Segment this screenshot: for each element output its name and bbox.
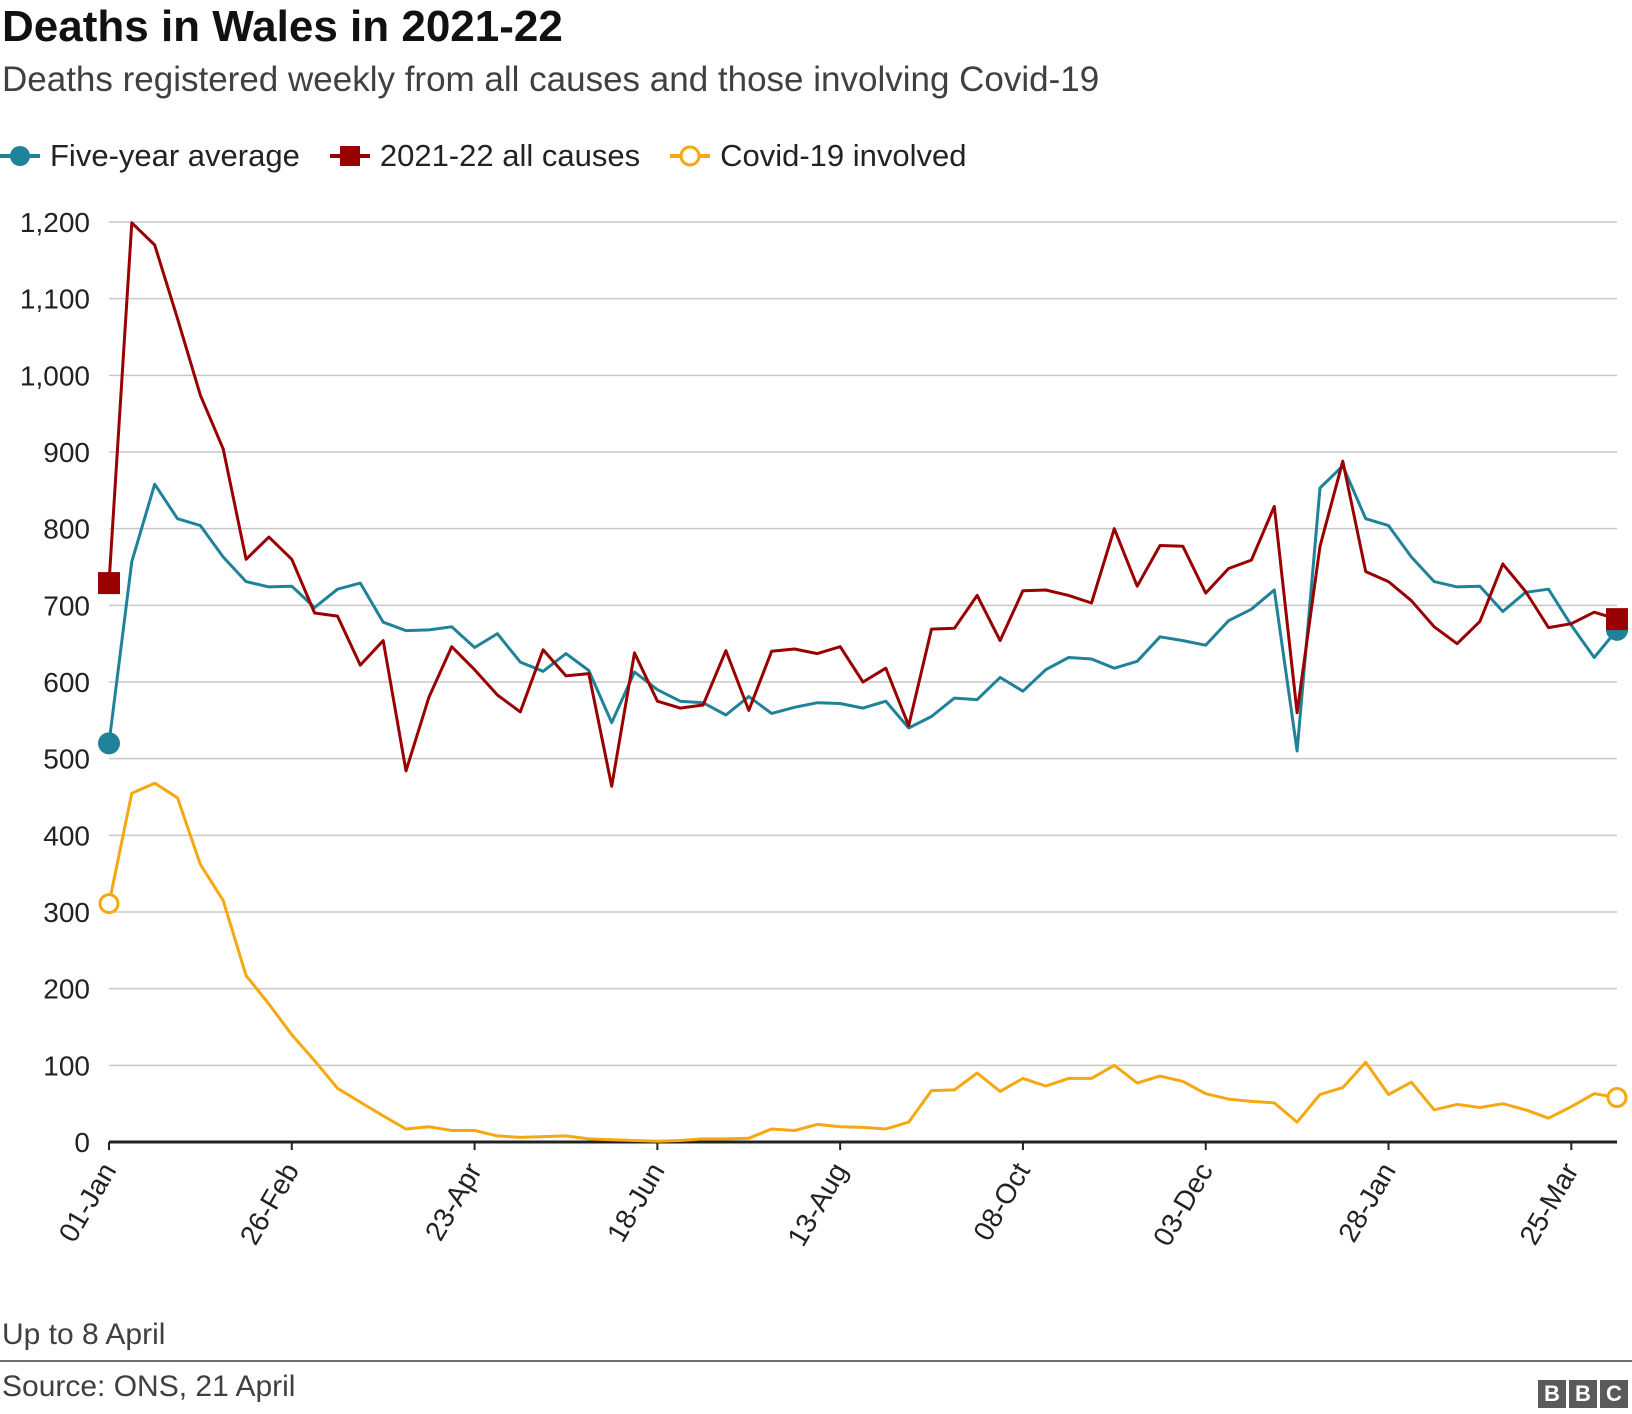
y-tick-label: 500 — [43, 744, 90, 775]
y-tick-label: 100 — [43, 1050, 90, 1081]
y-tick-label: 800 — [43, 514, 90, 545]
data-point-covid-involved — [1606, 1087, 1628, 1109]
x-tick-label: 18-Jun — [601, 1158, 671, 1248]
y-tick-label: 1,000 — [20, 360, 90, 391]
y-tick-label: 300 — [43, 897, 90, 928]
legend-item-covid-involved: Covid-19 involved — [670, 138, 967, 174]
open-circle-marker-icon — [670, 145, 711, 167]
data-point-all-causes — [98, 572, 120, 595]
x-tick-label: 25-Mar — [1513, 1158, 1584, 1250]
x-tick-label: 26-Feb — [234, 1158, 305, 1250]
y-tick-label: 700 — [43, 590, 90, 621]
bbc-logo-block: B — [1569, 1380, 1597, 1408]
x-tick-label: 01-Jan — [53, 1158, 123, 1248]
legend-item-five-year-average: Five-year average — [0, 138, 300, 174]
x-tick-label: 03-Dec — [1147, 1158, 1219, 1252]
data-point-five-year-average — [98, 732, 120, 755]
bbc-logo-block: C — [1600, 1380, 1628, 1408]
legend-label-covid-involved: Covid-19 involved — [720, 138, 967, 173]
square-marker-icon — [329, 146, 370, 166]
y-tick-label: 900 — [43, 437, 90, 468]
y-tick-label: 400 — [43, 820, 90, 851]
series-line-covid-involved — [107, 781, 1618, 1143]
y-tick-label: 200 — [43, 974, 90, 1005]
chart-subtitle: Deaths registered weekly from all causes… — [2, 60, 1100, 99]
y-tick-label: 1,200 — [20, 207, 90, 238]
legend-label-all-causes: 2021-22 all causes — [379, 138, 641, 173]
footnote: Up to 8 April — [2, 1318, 166, 1351]
x-tick-label: 23-Apr — [419, 1158, 488, 1246]
x-tick-label: 13-Aug — [781, 1158, 853, 1252]
y-tick-label: 1,100 — [20, 284, 90, 315]
legend: Five-year average 2021-22 all causes Cov… — [0, 134, 997, 178]
series-line-all-causes — [107, 221, 1618, 788]
line-chart: 0 100 200 300 400 500 600 700 800 900 1,000 1,100 1,… — [20, 207, 1628, 1252]
x-tick-label: 28-Jan — [1332, 1158, 1402, 1248]
series-line-five-year-average — [107, 464, 1619, 753]
y-tick-label: 600 — [43, 667, 90, 698]
footer-divider — [0, 1360, 1632, 1362]
bbc-logo: B B C — [1535, 1380, 1628, 1408]
bbc-logo-block: B — [1538, 1380, 1566, 1408]
legend-item-all-causes: 2021-22 all causes — [329, 138, 641, 174]
x-tick-label: 08-Oct — [967, 1157, 1036, 1245]
circle-marker-icon — [0, 146, 40, 166]
data-point-all-causes — [1606, 608, 1628, 631]
chart-title: Deaths in Wales in 2021-22 — [2, 2, 563, 51]
legend-label-five-year-average: Five-year average — [50, 138, 300, 173]
data-point-covid-involved — [98, 893, 120, 915]
y-tick-label: 0 — [74, 1127, 90, 1158]
source-note: Source: ONS, 21 April — [2, 1370, 296, 1403]
